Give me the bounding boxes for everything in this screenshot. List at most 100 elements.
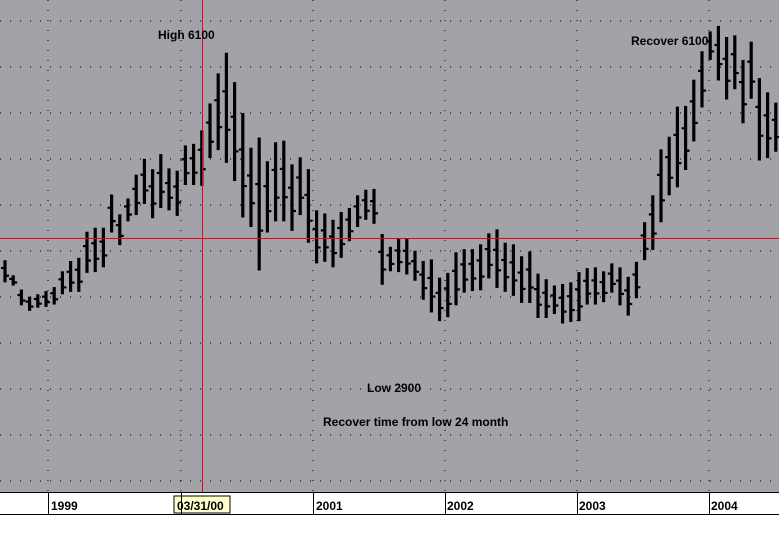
price-bar <box>607 263 616 293</box>
price-bar <box>181 145 190 185</box>
price-bar <box>320 213 329 262</box>
crosshair-date-box <box>173 495 231 514</box>
annotation-high: High 6100 <box>158 28 215 42</box>
price-bar <box>279 140 288 222</box>
price-bar <box>689 79 698 142</box>
price-bar <box>361 189 370 220</box>
crosshair <box>0 0 779 492</box>
price-bar <box>255 137 264 271</box>
price-bar <box>329 219 337 268</box>
price-bar <box>673 106 682 188</box>
price-bars <box>1 25 779 324</box>
price-bar <box>25 296 34 311</box>
annotation-low: Low 2900 <box>367 381 421 395</box>
price-bar <box>517 256 526 303</box>
price-bar <box>566 282 575 322</box>
price-bar <box>386 246 395 272</box>
crosshair-date-label: 03/31/00 <box>177 499 224 513</box>
price-bar <box>599 271 608 303</box>
price-bar <box>427 259 436 313</box>
price-bar <box>624 276 633 316</box>
price-bar <box>74 257 83 292</box>
price-bar <box>575 272 583 322</box>
price-bar <box>698 51 706 108</box>
price-bar <box>509 244 518 296</box>
price-bar <box>583 268 592 305</box>
price-bar <box>730 35 739 90</box>
price-bar <box>140 158 149 204</box>
price-bar <box>411 250 419 281</box>
price-bar <box>230 82 239 182</box>
price-bar <box>296 157 305 216</box>
x-tick-label-2003: 2003 <box>579 499 606 513</box>
price-bar <box>156 154 165 208</box>
price-bar <box>558 283 567 324</box>
price-bar <box>419 261 428 300</box>
price-bar <box>214 73 223 151</box>
price-bar <box>402 238 411 275</box>
price-bar <box>345 207 354 242</box>
price-bar <box>99 227 108 268</box>
x-tick-label-1999: 1999 <box>51 499 78 513</box>
price-bar <box>115 214 124 246</box>
date-axis-strip <box>0 492 779 539</box>
annotation-recover-time: Recover time from low 24 month <box>323 415 508 429</box>
price-bar <box>681 105 690 170</box>
date-axis: 1999 2001 2002 2003 2004 03/31/00 <box>48 493 738 514</box>
price-bar <box>640 222 649 261</box>
price-bar <box>493 229 501 288</box>
price-bar <box>550 285 559 315</box>
price-bar <box>616 267 624 306</box>
price-bar <box>107 194 116 233</box>
price-bar <box>534 273 542 318</box>
price-bar <box>435 277 444 322</box>
price-bar <box>739 59 747 124</box>
price-bar <box>591 267 600 305</box>
price-bar <box>722 36 731 100</box>
plot-background <box>0 0 779 492</box>
annotations: High 6100 Recover 6100 Low 2900 Recover … <box>158 28 709 429</box>
price-bar <box>165 168 173 211</box>
price-bar <box>33 294 42 308</box>
price-bar <box>632 261 641 299</box>
x-tick-label-2002: 2002 <box>447 499 474 513</box>
price-bar <box>353 195 362 227</box>
price-bar <box>91 227 100 273</box>
price-bar <box>452 252 460 306</box>
price-bar <box>665 136 674 196</box>
price-bar <box>42 291 50 307</box>
price-bar <box>378 234 387 285</box>
price-bar <box>58 271 67 295</box>
price-bar <box>124 198 132 222</box>
price-bar <box>763 92 772 159</box>
x-tick-label-2001: 2001 <box>316 499 343 513</box>
price-bar <box>50 287 59 305</box>
price-bar <box>747 41 756 99</box>
price-bar <box>755 78 764 161</box>
price-bar <box>238 112 247 218</box>
price-bar <box>66 261 75 292</box>
price-bar <box>312 210 321 264</box>
price-bar <box>288 164 296 231</box>
x-tick-label-2004: 2004 <box>711 499 738 513</box>
price-bar <box>443 272 452 318</box>
price-bar <box>9 275 18 286</box>
price-bar <box>173 170 182 216</box>
price-bar <box>271 142 280 222</box>
price-bar <box>222 52 231 163</box>
price-bar <box>304 169 313 243</box>
price-bar <box>148 169 157 219</box>
price-bar <box>460 249 469 293</box>
price-bar <box>542 279 551 318</box>
grid <box>0 0 779 492</box>
price-bar <box>648 195 657 250</box>
price-bar <box>1 260 9 283</box>
price-bar <box>484 233 493 279</box>
annotation-recover: Recover 6100 <box>631 34 709 48</box>
price-bar <box>206 103 214 159</box>
price-bar <box>501 242 510 292</box>
price-bar <box>771 102 779 152</box>
price-bar <box>370 188 378 224</box>
price-bar <box>657 149 665 223</box>
